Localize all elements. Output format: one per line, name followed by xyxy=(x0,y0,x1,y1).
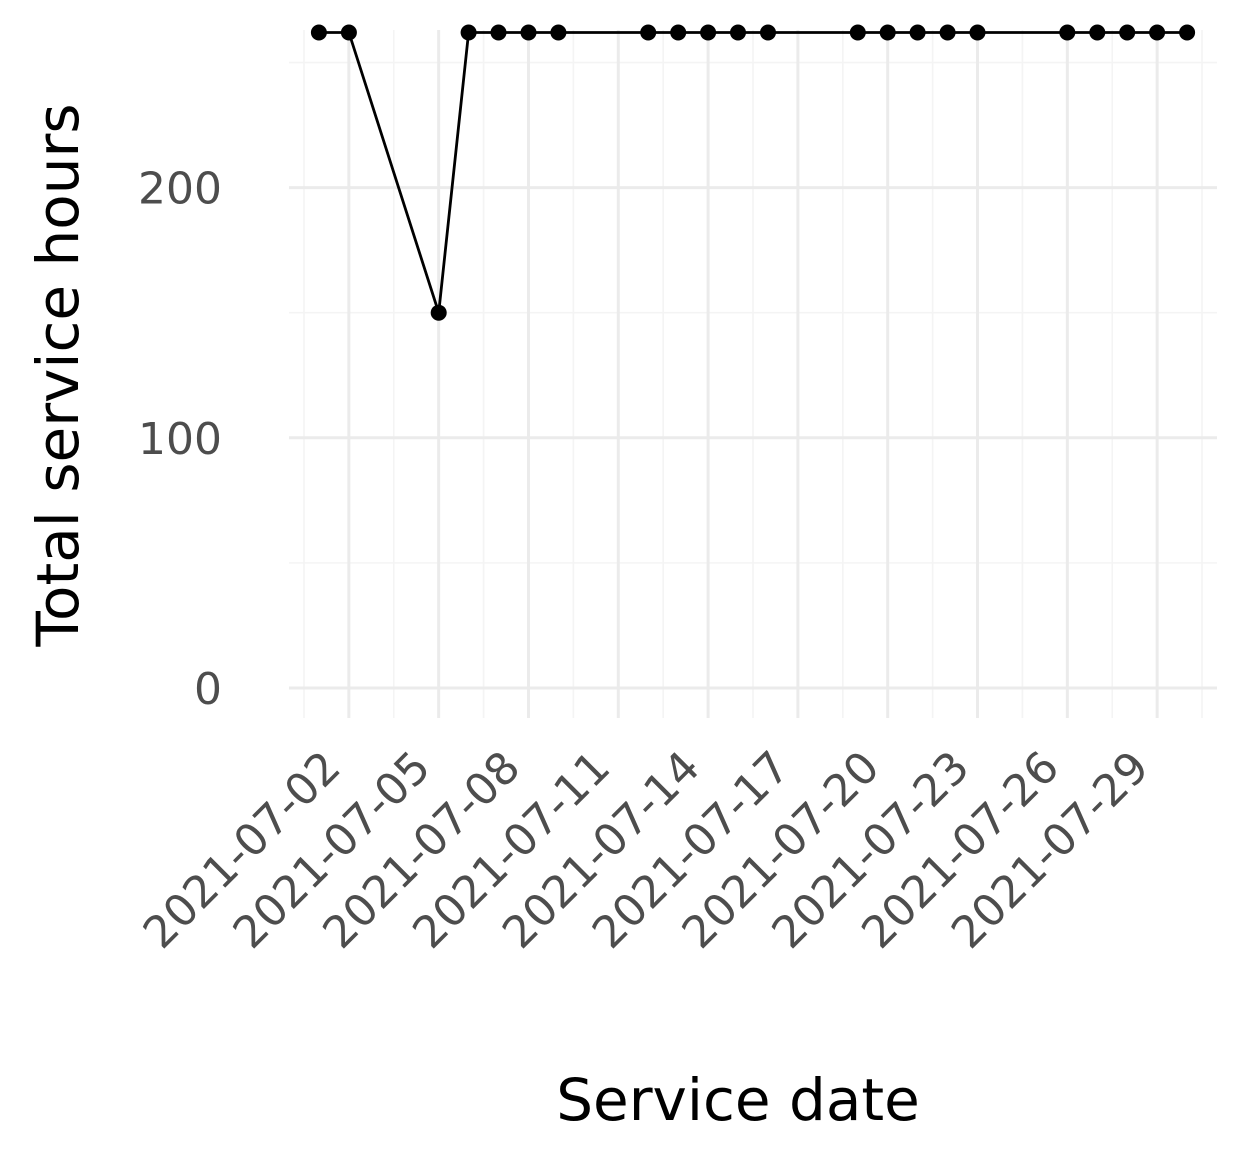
data-point xyxy=(310,24,327,41)
data-point xyxy=(1119,24,1136,41)
y-axis-title: Total service hours xyxy=(24,103,92,647)
data-point xyxy=(1089,24,1106,41)
data-point xyxy=(730,24,746,41)
data-point xyxy=(1059,24,1076,41)
data-point xyxy=(909,24,926,41)
data-point xyxy=(490,24,507,41)
data-point xyxy=(640,24,657,41)
data-point xyxy=(849,24,866,41)
x-axis-ticks: 2021-07-022021-07-052021-07-082021-07-11… xyxy=(134,742,1159,959)
data-point xyxy=(340,24,357,41)
data-point xyxy=(1179,24,1196,41)
y-tick-label: 100 xyxy=(138,414,222,465)
data-point xyxy=(520,24,537,41)
data-point xyxy=(879,24,896,41)
data-point xyxy=(670,24,687,41)
data-point xyxy=(969,24,986,41)
data-point xyxy=(700,24,717,41)
data-point xyxy=(430,304,447,321)
series xyxy=(310,24,1196,321)
series-line xyxy=(318,31,1188,314)
y-tick-label: 200 xyxy=(138,164,222,215)
data-point xyxy=(1149,24,1166,41)
y-axis-ticks: 0 100 200 xyxy=(138,164,222,715)
data-point xyxy=(550,24,567,41)
x-axis-title: Service date xyxy=(556,1066,920,1134)
y-tick-label: 0 xyxy=(194,664,222,715)
data-point xyxy=(460,24,477,41)
data-point xyxy=(760,24,776,41)
grid xyxy=(289,30,1217,718)
data-point xyxy=(939,24,956,41)
